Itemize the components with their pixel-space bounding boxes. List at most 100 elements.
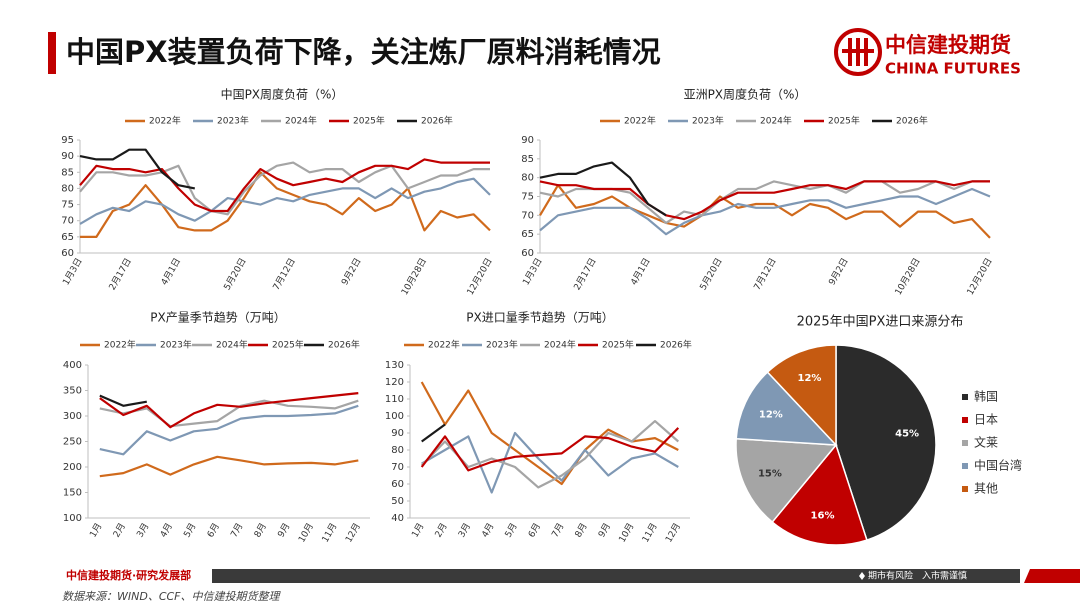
slice-label: 15%	[758, 469, 782, 480]
logo-english: CHINA FUTURES	[885, 60, 1021, 78]
y-tick-label: 60	[521, 248, 534, 259]
x-tick-label: 1月3日	[61, 256, 85, 287]
x-tick-label: 10月28日	[893, 256, 923, 297]
series-line	[99, 404, 359, 456]
logo-name: 中信建投期货	[885, 33, 1011, 57]
y-tick-label: 80	[521, 173, 534, 184]
y-tick-label: 400	[63, 360, 82, 371]
pie-slice	[835, 344, 937, 542]
x-tick-label: 5月	[182, 521, 199, 539]
slice-label: 16%	[811, 511, 835, 522]
footer-department: 中信建投期货·研究发展部	[66, 568, 191, 582]
x-tick-label: 9月	[596, 521, 613, 539]
legend-swatch	[962, 463, 968, 469]
y-tick-label: 90	[61, 151, 74, 162]
pie-slice	[766, 344, 837, 447]
x-tick-label: 11月	[640, 521, 660, 544]
x-tick-label: 5月20日	[222, 256, 249, 292]
legend-swatch	[962, 394, 968, 400]
x-tick-label: 12月	[663, 521, 683, 544]
chart-title: PX进口量季节趋势（万吨）	[466, 311, 613, 325]
x-tick-label: 4月	[158, 521, 175, 539]
legend-label: 文莱	[974, 435, 998, 450]
x-tick-label: 10月	[296, 521, 316, 544]
x-tick-label: 12月	[343, 521, 363, 544]
y-tick-label: 75	[61, 200, 74, 211]
x-tick-label: 5月	[503, 521, 520, 539]
legend-label: 2024年	[216, 339, 248, 351]
y-tick-label: 250	[63, 437, 82, 448]
footer-source: 数据来源：WIND、CCF、中信建投期货整理	[62, 590, 282, 603]
x-tick-label: 7月	[550, 521, 567, 539]
footer-accent	[1024, 569, 1080, 583]
y-tick-label: 90	[521, 135, 534, 146]
y-tick-label: 110	[385, 394, 404, 405]
series-line	[539, 180, 990, 221]
legend-label: 2026年	[660, 339, 692, 351]
y-tick-label: 70	[61, 216, 74, 227]
legend-label: 2024年	[760, 115, 792, 127]
y-tick-label: 70	[521, 210, 534, 221]
legend-label: 2022年	[149, 115, 181, 127]
legend-label: 2026年	[328, 339, 360, 351]
legend-label: 韩国	[974, 389, 998, 404]
series-line	[99, 399, 359, 428]
legend-label: 2026年	[896, 115, 928, 127]
y-tick-label: 150	[63, 488, 82, 499]
y-tick-label: 65	[521, 229, 534, 240]
legend-label: 2023年	[217, 115, 249, 127]
y-tick-label: 95	[61, 135, 74, 146]
logo: 中信建投期货 CHINA FUTURES	[834, 28, 1021, 78]
legend-label: 2025年	[602, 339, 634, 351]
x-tick-label: 7月	[229, 521, 246, 539]
legend-label: 中国台湾	[974, 458, 1022, 473]
x-tick-label: 1月	[88, 521, 105, 539]
series-line	[539, 184, 991, 239]
chart-title: PX产量季节趋势（万吨）	[150, 311, 285, 325]
x-tick-label: 6月	[205, 521, 222, 539]
legend-swatch	[962, 486, 968, 492]
legend-label: 2023年	[486, 339, 518, 351]
series-line	[99, 394, 147, 407]
y-tick-label: 65	[61, 232, 74, 243]
logo-bar	[842, 49, 874, 53]
legend-label: 2023年	[160, 339, 192, 351]
x-tick-label: 5月20日	[698, 256, 725, 292]
legend-label: 日本	[974, 413, 998, 427]
footer-risk: 期市有风险 入市需谨慎	[868, 570, 967, 582]
x-tick-label: 7月12日	[271, 256, 298, 292]
y-tick-label: 70	[391, 462, 404, 473]
y-tick-label: 85	[521, 154, 534, 165]
x-tick-label: 6月	[526, 521, 543, 539]
pie-slice	[771, 443, 868, 546]
legend-label: 2022年	[624, 115, 656, 127]
series-line	[99, 392, 359, 429]
x-tick-label: 2月17日	[572, 256, 599, 292]
y-tick-label: 200	[63, 462, 82, 473]
y-tick-label: 80	[391, 445, 404, 456]
x-tick-label: 4月1日	[159, 256, 183, 287]
legend-label: 2022年	[104, 339, 136, 351]
x-tick-label: 11月	[320, 521, 340, 544]
x-tick-label: 12月20日	[465, 256, 495, 297]
series-line	[420, 381, 679, 486]
y-tick-label: 300	[63, 411, 82, 422]
x-tick-label: 10月	[617, 521, 637, 544]
slice-label: 12%	[798, 373, 822, 384]
slice-label: 12%	[759, 409, 783, 420]
legend-label: 2025年	[272, 339, 304, 351]
x-tick-label: 9月	[276, 521, 293, 539]
y-tick-label: 50	[391, 496, 404, 507]
series-line	[99, 455, 359, 478]
series-line	[79, 161, 490, 216]
x-tick-label: 2月17日	[107, 256, 134, 292]
chart-title: 2025年中国PX进口来源分布	[797, 315, 964, 330]
x-tick-label: 2月	[433, 521, 450, 539]
x-tick-label: 9月2日	[827, 256, 851, 287]
x-tick-label: 8月	[252, 521, 269, 539]
logo-ring	[834, 28, 882, 76]
y-tick-label: 40	[391, 513, 404, 524]
y-tick-label: 130	[385, 360, 404, 371]
footer-bar	[212, 569, 1020, 583]
y-tick-label: 120	[385, 377, 404, 388]
